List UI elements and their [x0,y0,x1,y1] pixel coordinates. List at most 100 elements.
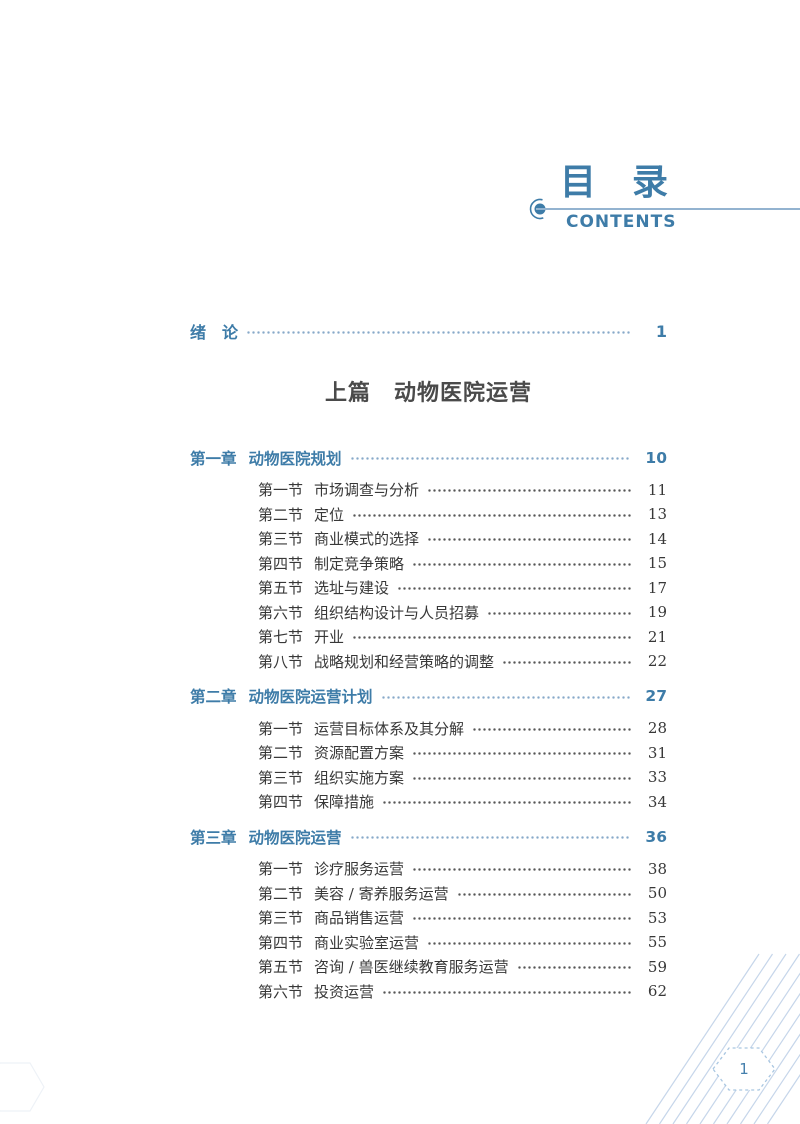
dot-leader [516,964,631,971]
toc-entry-section[interactable]: 第一节 市场调查与分析 11 [258,480,667,500]
toc-entry-section[interactable]: 第二节 美容 / 寄养服务运营 50 [258,884,667,903]
toc-entry-chapter[interactable]: 第三章 动物医院运营 36 [190,827,667,847]
section-title: 商业模式的选择 [314,530,420,548]
dot-leader [487,609,631,617]
section-label: 第三节 [258,909,304,927]
section-page-number: 38 [647,859,667,878]
toc-entry-section[interactable]: 第四节 商业实验室运营 55 [258,933,667,952]
dot-leader [246,328,631,336]
chapter-page-number: 27 [645,687,667,705]
intro-label: 绪 论 [190,323,239,342]
chapter-label: 第三章 [190,828,237,847]
section-label: 第六节 [258,982,304,1001]
section-page-number: 34 [647,792,667,811]
chapter-block: 第一章 动物医院规划 10 第一节 市场调查与分析 11 第二节 定位 13 第… [190,448,667,671]
section-title: 组织结构设计与人员招募 [314,603,480,622]
section-label: 第七节 [258,628,304,646]
intro-page-number: 1 [655,321,667,341]
part-title: 上篇 动物医院运营 [324,380,532,406]
section-title: 战略规划和经营策略的调整 [314,652,495,671]
dot-leader [412,915,631,922]
section-title: 投资运营 [314,982,375,1001]
toc-entry-section[interactable]: 第一节 运营目标体系及其分解 28 [258,719,667,738]
section-page-number: 55 [647,933,667,951]
faint-hexagon-decoration [0,1062,45,1112]
section-label: 第五节 [258,579,304,597]
section-page-number: 53 [647,908,667,927]
section-title: 诊疗服务运营 [314,860,405,878]
section-label: 第二节 [258,505,304,524]
toc-entry-section[interactable]: 第八节 战略规划和经营策略的调整 22 [258,652,667,671]
section-label: 第八节 [258,652,304,671]
chapter-page-number: 36 [645,827,667,846]
section-title: 保障措施 [314,793,375,811]
dot-leader [352,511,631,519]
section-label: 第四节 [258,554,304,573]
section-list: 第一节 市场调查与分析 11 第二节 定位 13 第三节 商业模式的选择 14 … [190,480,667,671]
page-title: 目 录 [560,161,669,203]
dot-leader [412,560,631,568]
section-title: 商品销售运营 [314,909,405,927]
section-page-number: 14 [647,529,667,548]
section-title: 开业 [314,628,345,646]
section-label: 第一节 [258,860,304,878]
toc-entry-section[interactable]: 第五节 选址与建设 17 [258,578,667,598]
section-page-number: 31 [647,743,667,762]
dot-leader [427,487,631,494]
section-label: 第三节 [258,530,304,548]
section-page-number: 21 [647,627,667,646]
toc-entry-chapter[interactable]: 第一章 动物医院规划 10 [190,448,667,468]
section-label: 第三节 [258,768,304,787]
page-number-hexagon [712,1047,776,1091]
section-label: 第一节 [258,719,304,738]
toc-entry-section[interactable]: 第一节 诊疗服务运营 38 [258,859,667,879]
toc-entry-section[interactable]: 第五节 咨询 / 兽医继续教育服务运营 59 [258,957,667,977]
chapter-block: 第二章 动物医院运营计划 27 第一节 运营目标体系及其分解 28 第二节 资源… [190,687,667,811]
toc-entry-chapter[interactable]: 第二章 动物医院运营计划 27 [190,687,667,706]
toc-entry-section[interactable]: 第四节 保障措施 34 [258,792,667,812]
section-title: 咨询 / 兽医继续教育服务运营 [314,958,509,976]
dot-leader [397,585,631,592]
corner-stripes-decoration [645,953,800,1124]
section-title: 市场调查与分析 [314,481,420,499]
folio-page-number: 1 [739,1060,749,1078]
section-title: 定位 [314,505,345,524]
chapter-title: 动物医院运营 [248,828,342,847]
section-page-number: 17 [647,578,667,597]
dot-leader [349,834,631,841]
toc-entry-section[interactable]: 第三节 组织实施方案 33 [258,768,667,787]
toc-entry-section[interactable]: 第六节 投资运营 62 [258,982,667,1001]
dot-leader [382,988,631,996]
section-page-number: 62 [647,982,667,1000]
toc-entry-intro[interactable]: 绪 论 1 [190,321,667,343]
chapter-title: 动物医院运营计划 [248,688,373,706]
dot-leader [412,866,631,873]
section-label: 第二节 [258,884,304,903]
toc-entry-section[interactable]: 第三节 商品销售运营 53 [258,908,667,928]
toc-entry-section[interactable]: 第六节 组织结构设计与人员招募 19 [258,603,667,622]
chapter-list: 第一章 动物医院规划 10 第一节 市场调查与分析 11 第二节 定位 13 第… [190,448,667,1001]
dot-leader [382,799,631,806]
page-subtitle: CONTENTS [566,212,677,232]
dot-leader [349,455,631,462]
dot-leader [412,750,631,757]
toc-entry-section[interactable]: 第二节 资源配置方案 31 [258,743,667,763]
section-page-number: 19 [647,603,667,621]
toc-entry-section[interactable]: 第三节 商业模式的选择 14 [258,529,667,549]
section-page-number: 59 [647,957,667,976]
section-page-number: 33 [647,768,667,786]
toc-entry-section[interactable]: 第四节 制定竞争策略 15 [258,554,667,573]
header-rule [536,208,800,210]
section-page-number: 13 [647,505,667,523]
chapter-block: 第三章 动物医院运营 36 第一节 诊疗服务运营 38 第二节 美容 / 寄养服… [190,827,667,1001]
section-title: 运营目标体系及其分解 [314,719,465,738]
toc-entry-section[interactable]: 第二节 定位 13 [258,505,667,524]
section-label: 第一节 [258,481,304,499]
toc-entry-section[interactable]: 第七节 开业 21 [258,627,667,647]
table-of-contents: 绪 论 1 上篇 动物医院运营 第一章 动物医院规划 10 第一节 市场调查与分… [190,321,667,1001]
section-label: 第六节 [258,603,304,622]
section-page-number: 15 [647,554,667,572]
section-page-number: 11 [647,480,667,499]
section-list: 第一节 运营目标体系及其分解 28 第二节 资源配置方案 31 第三节 组织实施… [190,719,667,812]
